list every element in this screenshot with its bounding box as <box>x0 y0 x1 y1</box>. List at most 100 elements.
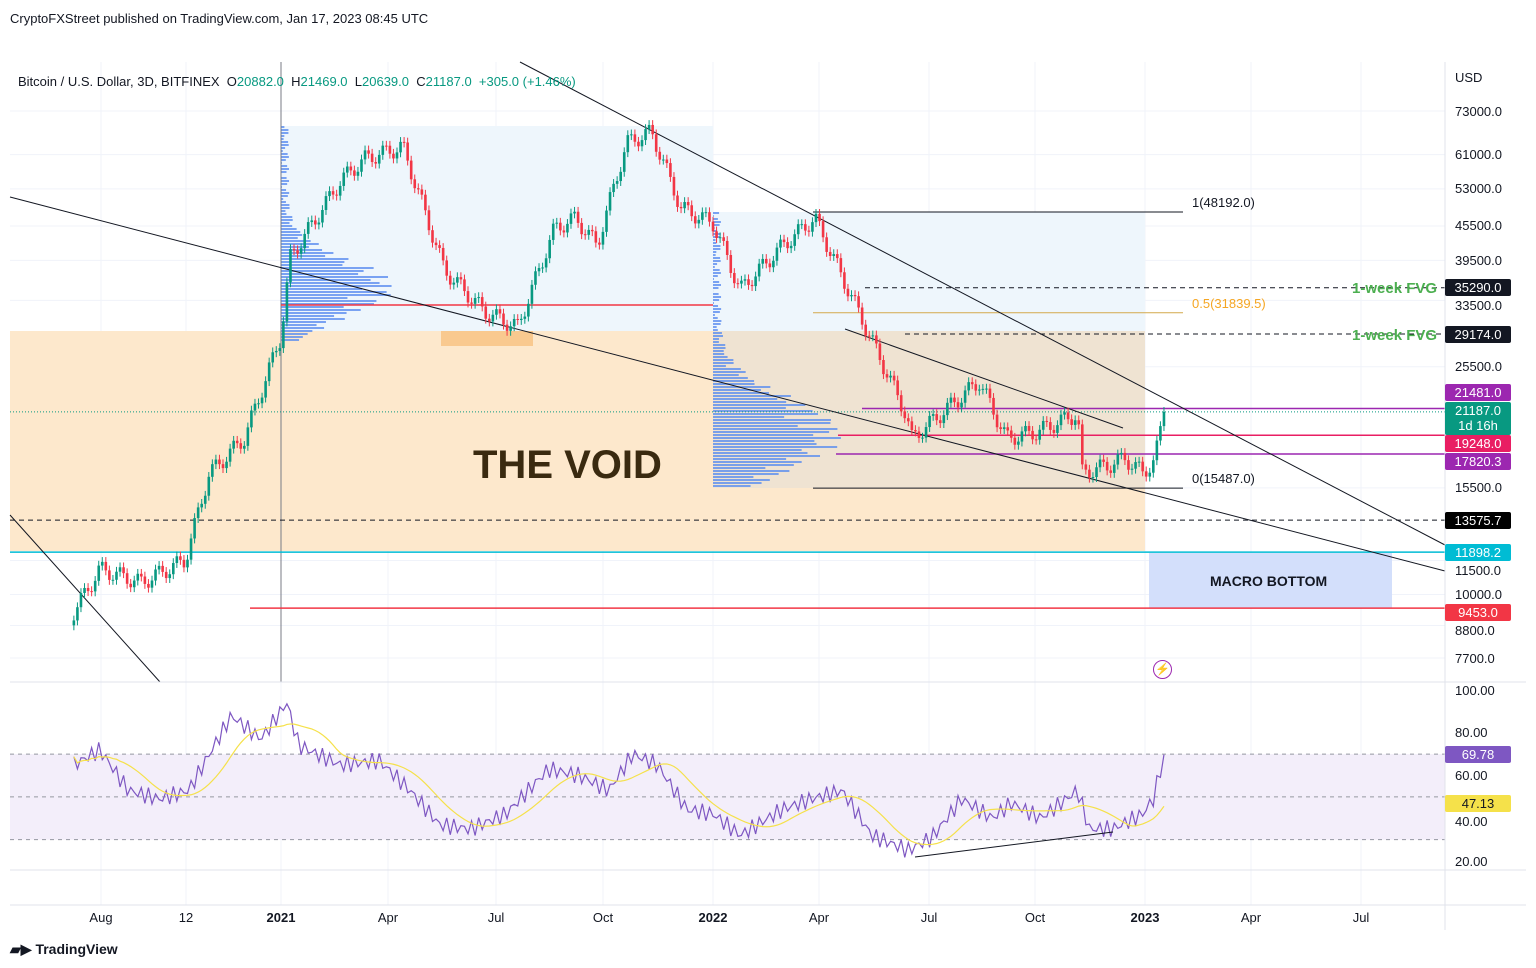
volume-profile-bar <box>713 356 728 358</box>
candle-up <box>274 350 278 353</box>
candle-down <box>218 459 221 465</box>
price-tag: 21481.0 <box>1445 383 1511 401</box>
tradingview-logo[interactable]: ▰▶ TradingView <box>10 941 118 958</box>
candle-up <box>317 222 321 225</box>
volume-profile-bar <box>281 291 387 293</box>
current-price-tag: 21187.0 1d 16h <box>1445 401 1511 435</box>
candle-up <box>1091 477 1095 479</box>
volume-profile-bar <box>713 323 721 325</box>
candle-down <box>733 272 736 284</box>
volume-profile-bar <box>281 321 326 323</box>
candle-down <box>459 277 463 280</box>
candle-up <box>612 183 615 193</box>
candle-down <box>441 247 445 261</box>
candle-up <box>871 335 875 337</box>
trendline-upper <box>519 61 1446 546</box>
volume-profile-bar <box>713 299 720 301</box>
candle-down <box>239 443 243 449</box>
price-axis-label: 53000.0 <box>1455 181 1502 197</box>
candle-up <box>491 314 495 322</box>
candle-up <box>377 154 381 164</box>
candle-up <box>342 172 346 186</box>
macro-bottom-zone <box>1149 553 1392 608</box>
volume-profile-bar <box>713 410 813 412</box>
volume-profile-bar <box>281 165 288 167</box>
legend-high: 21469.0 <box>300 74 348 89</box>
candle-down <box>1009 430 1013 438</box>
candle-up <box>250 410 253 428</box>
volume-profile-bar <box>713 395 791 397</box>
volume-profile-bar <box>281 309 361 311</box>
candle-up <box>399 141 402 153</box>
candle-down <box>907 418 910 422</box>
volume-profile-bar <box>281 183 288 185</box>
candle-down <box>598 242 601 245</box>
legend-c-label: C <box>416 74 426 89</box>
candle-down <box>448 275 452 285</box>
volume-profile-bar <box>713 473 779 475</box>
candle-up <box>72 620 76 626</box>
candle-up <box>456 277 459 283</box>
volume-profile-bar <box>281 141 289 143</box>
volume-profile-bar <box>713 242 717 244</box>
volume-profile-bar <box>281 210 286 212</box>
legend-l-label: L <box>354 74 363 89</box>
candle-down <box>846 288 850 297</box>
price-axis-label: 61000.0 <box>1455 147 1502 163</box>
legend-open: 20882.0 <box>236 74 284 89</box>
candle-up <box>832 254 836 256</box>
candle-up <box>1098 459 1102 468</box>
candle-up <box>203 495 207 504</box>
time-axis-label: Apr <box>1240 910 1262 925</box>
volume-profile-bar <box>281 150 283 152</box>
volume-profile-bar <box>713 464 794 466</box>
volume-profile-bar <box>713 404 806 406</box>
candle-down <box>1127 460 1130 470</box>
legend-o-label: O <box>226 74 237 89</box>
volume-profile-bar <box>713 281 720 283</box>
candle-up <box>1063 412 1066 415</box>
volume-profile-bar <box>281 156 289 158</box>
candle-up <box>150 580 154 588</box>
volume-profile-range-2 <box>713 212 1145 331</box>
volume-profile-bar <box>713 365 726 367</box>
candle-up <box>601 231 605 245</box>
candle-up <box>118 567 122 572</box>
volume-profile-bar <box>713 305 719 307</box>
rsi-axis-label: 20.00 <box>1455 853 1488 869</box>
candle-up <box>1038 429 1041 440</box>
volume-profile-bar <box>713 251 717 253</box>
candle-up <box>260 397 264 404</box>
candle-up <box>519 318 523 320</box>
volume-profile-bar <box>713 248 721 250</box>
candle-down <box>466 291 470 303</box>
candle-down <box>388 145 392 154</box>
currency-label: USD <box>1455 70 1483 85</box>
candle-down <box>864 324 867 336</box>
price-axis-label: 10000.0 <box>1455 586 1502 602</box>
candle-down <box>651 124 654 135</box>
candle-up <box>555 222 559 224</box>
candle-up <box>527 303 530 317</box>
legend-change: +305.0 (+1.46%) <box>478 74 576 89</box>
candle-down <box>140 573 143 577</box>
candle-up <box>640 140 644 147</box>
volume-profile-bar <box>713 467 766 469</box>
candle-up <box>193 518 196 539</box>
candle-down <box>729 255 733 273</box>
candle-up <box>963 390 967 403</box>
candle-up <box>942 415 946 424</box>
candle-down <box>1052 429 1056 433</box>
lightning-icon[interactable]: ⚡ <box>1153 660 1172 679</box>
candle-up <box>551 223 555 240</box>
candle-up <box>356 171 360 176</box>
candle-up <box>608 192 612 211</box>
candle-down <box>935 414 939 421</box>
price-tag: 11898.2 <box>1445 543 1511 561</box>
volume-profile-bar <box>713 362 734 364</box>
candle-down <box>676 195 679 207</box>
volume-profile-bar <box>713 386 771 388</box>
candle-down <box>658 151 662 160</box>
candle-up <box>978 389 981 391</box>
